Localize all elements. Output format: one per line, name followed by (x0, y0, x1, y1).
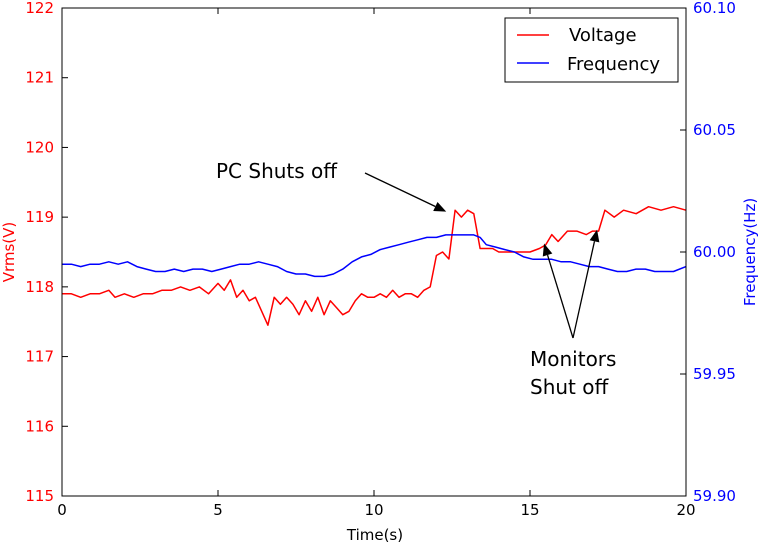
left-tick-label: 120 (25, 138, 54, 156)
right-axis-ticks: 59.90 59.95 60.00 60.05 60.10 (680, 0, 736, 505)
left-tick-label: 119 (25, 208, 54, 226)
left-tick-label: 117 (25, 348, 54, 366)
annotation-monitors-line-2: Shut off (530, 375, 609, 399)
right-axis-title: Frequency(Hz) (741, 198, 759, 306)
right-tick-label: 59.95 (693, 365, 736, 383)
series-line-frequency (62, 234, 687, 278)
series-line-voltage (62, 205, 687, 326)
annotation-arrow-monitor-2-shaft (572, 241, 596, 339)
annotation-pc-shuts-off: PC Shuts off (216, 159, 338, 183)
x-tick-label: 10 (364, 501, 383, 519)
annotation-arrow-monitor-1-head (542, 243, 553, 257)
right-tick-label: 60.05 (693, 121, 736, 139)
x-tick-label: 0 (57, 501, 67, 519)
right-tick-label: 60.10 (693, 0, 736, 17)
left-tick-label: 115 (25, 487, 54, 505)
right-tick-label: 59.90 (693, 487, 736, 505)
series-layer (62, 205, 687, 326)
left-axis-ticks: 115 116 117 118 119 120 121 122 (25, 0, 68, 505)
x-axis-title: Time(s) (346, 526, 403, 544)
legend-label-frequency: Frequency (567, 54, 660, 75)
legend: Voltage Frequency (504, 17, 679, 83)
x-tick-label: 15 (520, 501, 539, 519)
left-axis-title: Vrms(V) (0, 222, 18, 283)
left-tick-label: 122 (25, 0, 54, 17)
annotation-arrow-monitor-2-head (589, 229, 600, 243)
annotation-arrow-pc-shaft (364, 172, 436, 208)
left-tick-label: 116 (25, 417, 54, 435)
x-tick-label: 5 (213, 501, 223, 519)
annotation-arrow-monitor-1-shaft (546, 254, 574, 339)
annotation-monitors-line-1: Monitors (530, 347, 616, 371)
x-axis-ticks: 0 5 10 15 20 (57, 8, 696, 519)
legend-label-voltage: Voltage (569, 25, 637, 46)
left-tick-label: 121 (25, 69, 54, 87)
legend-box (504, 17, 679, 83)
annotation-arrow-pc-head (433, 201, 447, 212)
plot-frame (61, 7, 687, 497)
left-tick-label: 118 (25, 278, 54, 296)
annotation-layer: PC Shuts off Monitors Shut off (216, 159, 616, 399)
x-tick-label: 20 (676, 501, 695, 519)
right-tick-label: 60.00 (693, 243, 736, 261)
